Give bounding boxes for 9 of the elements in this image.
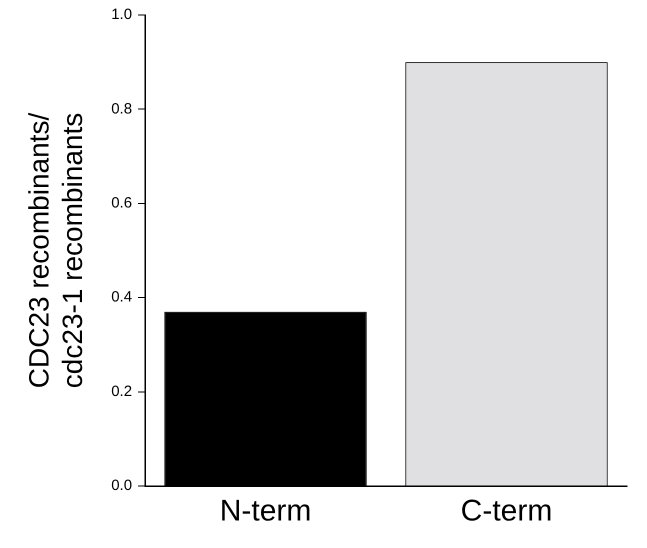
- x-tick-label: N-term: [220, 494, 312, 528]
- y-tick-label: 0.8: [111, 100, 132, 118]
- y-tick-label: 0.4: [111, 288, 132, 306]
- y-tick-label: 0.2: [111, 382, 132, 400]
- y-tick-label: 0.0: [111, 477, 132, 494]
- x-tick-label: C-term: [460, 494, 552, 528]
- y-tick-label: 1.0: [111, 6, 132, 24]
- y-axis-title: CDC23 recombinants/ cdc23-1 recombinants: [24, 112, 88, 388]
- y-tick-label: 0.6: [111, 194, 132, 212]
